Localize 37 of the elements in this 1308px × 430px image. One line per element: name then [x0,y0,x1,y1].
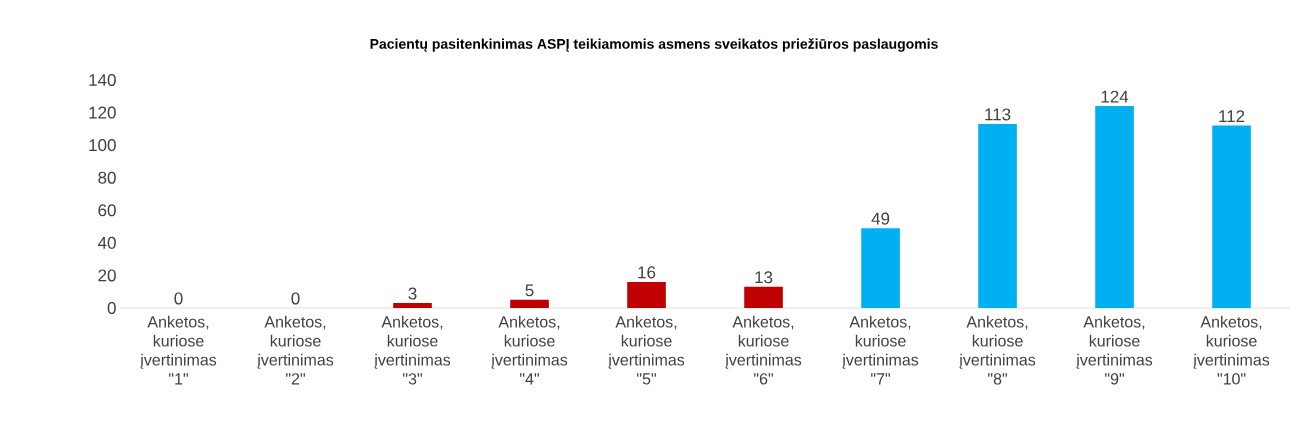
chart-title: Pacientų pasitenkinimas ASPĮ teikiamomis asmens sveikatos priežiūros paslaugomis [370,38,938,52]
bar [1212,125,1251,308]
x-tick-label: Anketos, kuriose įvertinimas "8" [959,315,1036,385]
y-tick-label: 140 [89,73,116,87]
bar [1095,106,1134,308]
y-tick-label: 0 [107,301,116,315]
x-tick-label: Anketos, kuriose įvertinimas "6" [725,315,802,385]
y-tick-label: 100 [89,139,116,152]
data-label: 49 [871,212,890,225]
x-tick-label: Anketos, kuriose įvertinimas "5" [608,315,685,385]
bar [393,303,432,308]
bar [861,228,900,308]
data-label: 0 [174,292,183,305]
y-tick-label: 120 [89,106,116,119]
bar [744,286,783,308]
x-tick-label: Anketos, kuriose įvertinimas "1" [140,315,217,385]
x-tick-label: Anketos, kuriose įvertinimas "9" [1076,315,1153,385]
x-tick-label: Anketos, kuriose įvertinimas "2" [257,315,334,385]
data-label: 113 [985,108,1011,121]
data-label: 112 [1219,110,1245,123]
data-label: 16 [638,266,656,279]
bar [627,281,666,308]
x-tick-label: Anketos, kuriose įvertinimas "10" [1193,315,1270,385]
data-label: 0 [291,292,300,305]
data-label: 5 [525,284,534,297]
data-label: 124 [1101,90,1129,103]
bar [510,299,549,308]
y-tick-label: 80 [98,171,116,184]
x-tick-label: Anketos, kuriose įvertinimas "3" [374,315,451,385]
bar [978,123,1017,308]
data-label: 3 [408,287,417,300]
y-tick-label: 20 [98,269,116,282]
y-tick-label: 40 [97,236,116,249]
data-label: 13 [755,271,773,284]
x-tick-label: Anketos, kuriose įvertinimas "7" [842,315,919,385]
x-tick-label: Anketos, kuriose įvertinimas "4" [491,315,568,385]
y-tick-label: 60 [98,204,116,217]
